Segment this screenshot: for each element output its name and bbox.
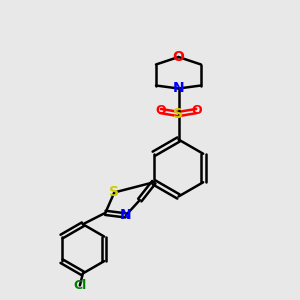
Text: S: S	[173, 107, 184, 121]
Text: O: O	[172, 50, 184, 64]
Text: N: N	[173, 82, 184, 95]
Text: O: O	[155, 104, 166, 118]
Text: S: S	[109, 185, 119, 200]
Text: O: O	[191, 104, 202, 118]
Text: Cl: Cl	[73, 279, 86, 292]
Text: N: N	[120, 208, 132, 222]
